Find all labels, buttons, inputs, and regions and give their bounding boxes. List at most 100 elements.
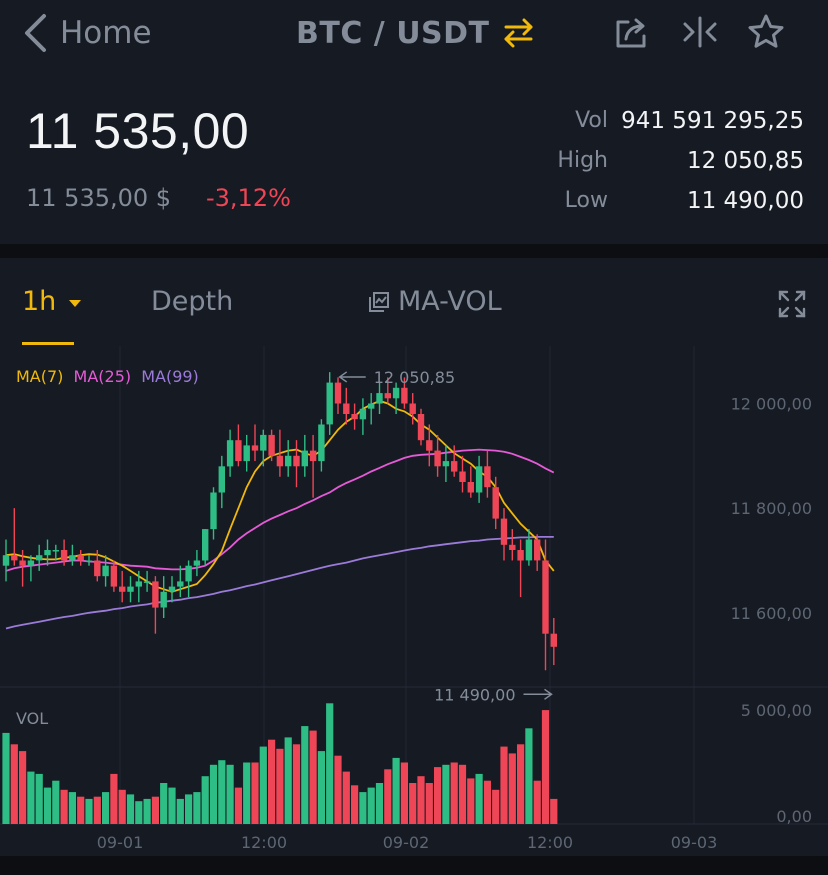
- volume-bar: [259, 746, 267, 824]
- tab-depth[interactable]: Depth: [151, 286, 234, 317]
- candle-body: [27, 560, 35, 566]
- candle-body: [218, 466, 225, 493]
- candle-body: [251, 445, 259, 451]
- ma-legend: MA(7) MA(25) MA(99): [16, 367, 199, 386]
- candle-body: [52, 550, 59, 552]
- volume-bars: [2, 703, 558, 824]
- candle-body: [451, 461, 458, 472]
- candle-body: [168, 586, 176, 592]
- volume-bar: [359, 792, 367, 824]
- active-tab-indicator: [22, 342, 74, 345]
- volume-bar: [400, 762, 408, 824]
- candle-body: [417, 414, 425, 441]
- axis-labels: 12 000,00 11 800,00 11 600,00 5 000,00 0,00 0…: [97, 368, 812, 852]
- vol-legend: VOL: [16, 709, 48, 728]
- volume-bar: [508, 753, 516, 824]
- low-label: Low: [564, 188, 608, 213]
- tab-interval[interactable]: 1h: [22, 286, 82, 317]
- swap-icon[interactable]: [502, 16, 536, 50]
- volume-bar: [185, 794, 193, 824]
- candle-body: [260, 434, 267, 451]
- chart-canvas[interactable]: 12 000,00 11 800,00 11 600,00 5 000,00 0,00 0…: [0, 346, 828, 856]
- back-label: Home: [60, 15, 152, 51]
- ticker-summary: 11 535,00 11 535,00 $ -3,12% Vol 941 591…: [0, 74, 828, 244]
- trading-pair[interactable]: BTC / USDT: [296, 8, 536, 58]
- candle-body: [509, 544, 516, 550]
- candle-body: [177, 581, 184, 587]
- high-marker-arrow: [338, 371, 348, 383]
- candle-body: [376, 393, 383, 404]
- candle-body: [351, 414, 358, 420]
- candle-body: [36, 555, 43, 561]
- low-marker-arrow: [544, 688, 553, 700]
- volume-bar: [19, 751, 27, 824]
- volume-bar: [392, 757, 400, 824]
- volume-bar: [342, 771, 350, 824]
- y-tick-label: 11 800,00: [731, 499, 812, 518]
- candle-body: [467, 482, 474, 493]
- back-button[interactable]: Home: [22, 8, 152, 58]
- low-value: 11 490,00: [686, 188, 804, 214]
- share-icon[interactable]: [612, 12, 652, 52]
- candle-body: [293, 455, 300, 467]
- section-divider: [0, 244, 828, 258]
- volume-bar: [126, 794, 135, 824]
- candle-body: [202, 529, 209, 561]
- volume-bar: [517, 744, 525, 824]
- volume-bar: [27, 771, 35, 824]
- volume-bar: [10, 744, 18, 824]
- candle-body: [359, 408, 367, 420]
- volume-bar: [102, 792, 110, 824]
- volume-bar: [176, 798, 184, 824]
- chart-tabs: 1h Depth MA-VOL: [0, 258, 828, 347]
- candle-body: [409, 403, 416, 414]
- candle-body: [135, 581, 142, 587]
- volume-bar: [550, 798, 558, 824]
- candle-body: [517, 550, 524, 561]
- volume-bar: [218, 760, 226, 824]
- candle-body: [268, 434, 275, 456]
- volume-bar: [85, 798, 93, 824]
- caret-down-icon: [68, 299, 81, 307]
- candle-body: [44, 550, 51, 556]
- volume-bar: [68, 792, 76, 824]
- candle-body: [309, 450, 317, 462]
- candle-body: [525, 539, 533, 561]
- candle-body: [11, 555, 18, 561]
- candle-body: [152, 581, 159, 608]
- volume-bar: [475, 773, 483, 824]
- ma7-line: [5, 399, 555, 593]
- volume-bar: [450, 762, 458, 824]
- volume-bar: [110, 773, 118, 824]
- low-marker-label: 11 490,00: [434, 685, 515, 704]
- candle-body: [110, 565, 118, 587]
- candle-body: [550, 633, 557, 647]
- volume-bar: [226, 764, 234, 824]
- candle-body: [384, 393, 391, 399]
- tab-ma-vol[interactable]: MA-VOL: [368, 286, 502, 317]
- fullscreen-icon[interactable]: [778, 290, 806, 318]
- star-icon[interactable]: [746, 12, 786, 52]
- volume-bar: [276, 748, 284, 824]
- volume-bar: [375, 783, 384, 824]
- volume-bar: [168, 787, 176, 824]
- candle-body: [94, 560, 101, 577]
- volume-bar: [151, 796, 159, 824]
- candle-body: [368, 403, 375, 409]
- volume-bar: [425, 783, 433, 824]
- candle-body: [119, 586, 126, 592]
- compare-icon[interactable]: [680, 12, 720, 52]
- candlestick-chart[interactable]: 12 000,00 11 800,00 11 600,00 5 000,00 0,00 0…: [0, 346, 828, 856]
- candle-body: [77, 555, 84, 561]
- volume-bar: [243, 762, 251, 824]
- last-price: 11 535,00: [26, 103, 250, 159]
- volume-bar: [309, 730, 317, 824]
- high-marker-label: 12 050,85: [374, 368, 455, 387]
- volume-bar: [209, 764, 218, 824]
- volume-bar: [143, 798, 151, 824]
- x-tick-label: 09-01: [97, 833, 144, 852]
- candle-body: [434, 450, 441, 467]
- candle-body: [210, 492, 217, 530]
- candle-body: [235, 440, 242, 462]
- candle-body: [85, 560, 93, 562]
